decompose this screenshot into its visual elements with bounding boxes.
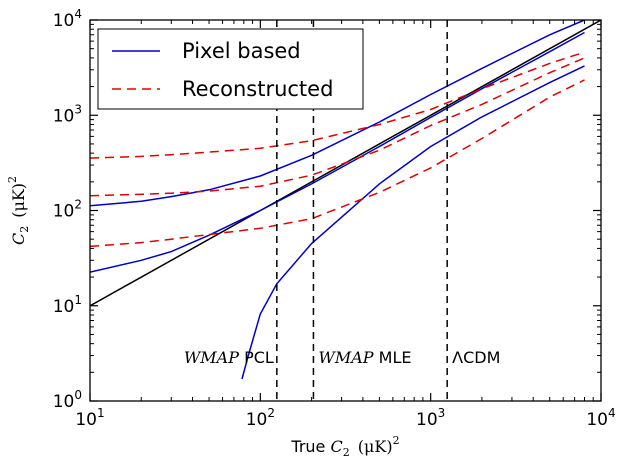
vline-label-2: ΛCDM	[452, 348, 500, 367]
x-tick-label: 101	[75, 406, 104, 430]
legend-label-pixel-based: Pixel based	[182, 39, 301, 63]
series-line-pixel-1	[90, 31, 585, 273]
legend-label-reconstructed: Reconstructed	[182, 77, 333, 101]
series-line-reconstructed-6	[90, 51, 585, 159]
x-tick-label: 104	[586, 406, 615, 430]
y-tick-label: 103	[53, 102, 82, 126]
vline-label-text: MLE	[374, 348, 412, 367]
x-tick-label: 102	[246, 406, 275, 430]
vline-label-text: PCL	[239, 348, 274, 367]
y-axis-label: C2(μK)2	[6, 176, 31, 245]
x-axis-label: True C2 (μK)2	[290, 434, 399, 459]
vline-label-text: ΛCDM	[452, 348, 500, 367]
x-tick-label: 103	[416, 406, 445, 430]
legend: Pixel based Reconstructed	[97, 28, 364, 110]
y-tick-label: 100	[53, 388, 82, 412]
vline-label-0: WMAP PCL	[184, 348, 274, 367]
legend-box	[97, 28, 364, 110]
y-tick-label: 102	[53, 198, 82, 222]
series-line-reconstructed-4	[90, 79, 585, 248]
vlines-layer: WMAP PCL WMAP MLE ΛCDM	[184, 20, 500, 401]
series-line-pixel-2	[90, 20, 585, 207]
series-line-pixel-3	[241, 65, 585, 380]
y-tick-label: 101	[53, 293, 82, 317]
chart-lines-layer	[90, 20, 601, 380]
vline-label-italic: WMAP	[318, 348, 373, 367]
y-tick-label: 104	[53, 7, 82, 31]
vline-label-1: WMAP MLE	[318, 348, 411, 367]
vline-label-italic: WMAP	[184, 348, 239, 367]
